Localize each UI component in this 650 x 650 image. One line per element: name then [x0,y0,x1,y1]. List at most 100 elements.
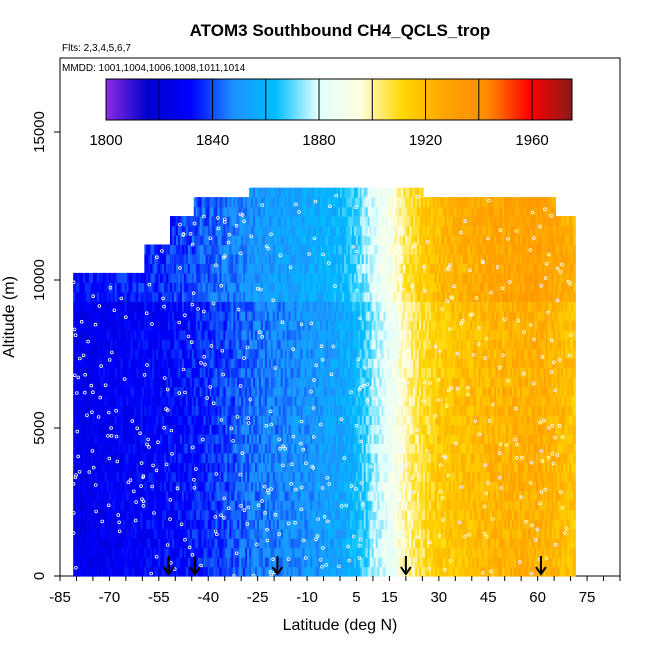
heatmap-cell [508,557,511,568]
heatmap-cell [434,528,438,539]
heatmap-cell [533,481,537,492]
heatmap-cell [302,414,306,426]
heatmap-cell [387,414,391,426]
heatmap-cell [197,424,201,435]
heatmap-cell [320,500,323,511]
heatmap-cell [537,424,541,435]
heatmap-cell [340,424,343,435]
heatmap-cell [201,452,205,463]
heatmap-cell [484,481,487,492]
heatmap-cell [227,547,230,558]
heatmap-cell [87,490,90,501]
heatmap-cell [393,519,396,530]
heatmap-cell [355,490,359,501]
heatmap-cell [154,519,157,530]
heatmap-cell [241,471,244,482]
heatmap-cell [217,528,221,539]
heatmap-cell [183,557,187,568]
heatmap-cell [361,509,365,520]
heatmap-cell [112,519,116,530]
heatmap-cell [565,538,568,549]
heatmap-cell [545,481,549,492]
heatmap-cell [391,386,394,397]
heatmap-cell [436,528,440,539]
heatmap-cell [213,566,217,577]
heatmap-cell [345,547,349,558]
heatmap-cell [172,528,175,539]
heatmap-cell [108,443,112,454]
heatmap-cell [559,433,562,444]
heatmap-cell [110,471,114,482]
heatmap-cell [322,433,325,444]
heatmap-cell [288,462,292,473]
heatmap-cell [270,509,274,520]
heatmap-cell [413,528,416,539]
heatmap-cell [498,557,501,568]
heatmap-cell [377,490,381,501]
heatmap-cell [357,443,361,454]
heatmap-cell [357,433,361,444]
heatmap-cell [419,490,422,501]
heatmap-cell [474,452,477,463]
heatmap-cell [140,396,143,407]
heatmap-cell [170,405,173,416]
heatmap-cell [306,386,309,397]
heatmap-cell [336,547,339,558]
heatmap-cell [144,405,147,416]
heatmap-cell [207,386,211,397]
heatmap-cell [515,557,519,568]
heatmap-cell [268,386,272,397]
heatmap-cell [452,443,456,454]
heatmap-cell [411,490,414,501]
heatmap-cell [436,519,440,530]
heatmap-cell [134,566,138,577]
heatmap-cell [462,414,466,426]
heatmap-cell [508,481,511,492]
heatmap-cell [506,396,509,407]
heatmap-cell [85,424,88,435]
heatmap-cell [251,566,254,577]
heatmap-cell [154,481,157,492]
heatmap-cell [525,566,529,577]
heatmap-cell [104,452,108,463]
heatmap-cell [401,528,404,539]
heatmap-cell [288,386,292,397]
heatmap-cell [280,500,284,511]
heatmap-cell [160,396,163,407]
heatmap-cell [393,414,396,426]
heatmap-cell [541,433,545,444]
heatmap-cell [104,433,108,444]
heatmap-cell [371,462,375,473]
heatmap-cell [81,414,84,426]
heatmap-cell [288,566,292,577]
heatmap-cell [256,452,260,463]
heatmap-cell [519,528,523,539]
heatmap-cell [264,386,268,397]
heatmap-cell [158,443,161,454]
heatmap-cell [251,500,254,511]
heatmap-cell [515,405,519,416]
heatmap-cell [395,538,398,549]
heatmap-cell [272,547,276,558]
heatmap-cell [500,547,503,558]
heatmap-cell [332,500,335,511]
heatmap-cell [426,566,430,577]
heatmap-cell [549,424,553,435]
heatmap-cell [152,557,155,568]
heatmap-cell [154,557,157,568]
heatmap-cell [438,452,442,463]
heatmap-cell [541,424,545,435]
heatmap-cell [294,557,298,568]
heatmap-cell [470,433,474,444]
heatmap-cell [183,547,187,558]
heatmap-cell [318,547,321,558]
heatmap-cell [450,471,454,482]
heatmap-cell [272,414,276,426]
heatmap-cell [482,528,485,539]
heatmap-cell [260,538,264,549]
heatmap-cell [343,547,347,558]
heatmap-cell [478,424,481,435]
heatmap-cell [209,424,213,435]
heatmap-cell [569,433,572,444]
heatmap-cell [140,547,143,558]
